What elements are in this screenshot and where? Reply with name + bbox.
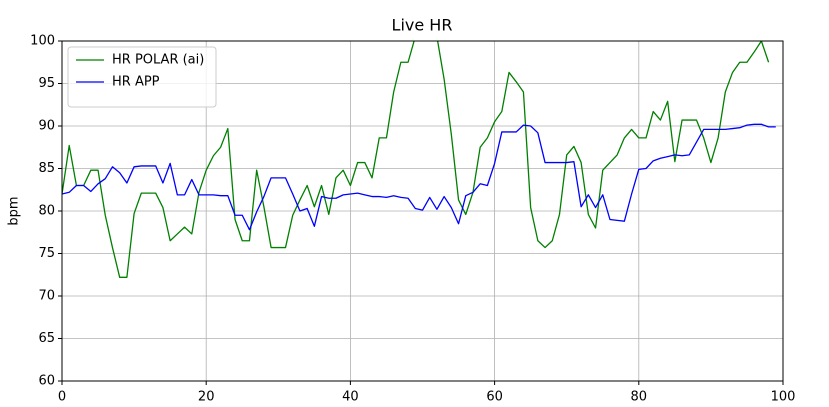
y-tick-label: 75	[38, 246, 55, 261]
ticks: 0 20 40 60 80 100 60 65 70 75 80 85 90 95 100	[30, 34, 795, 405]
x-tick-label: 80	[631, 390, 648, 405]
y-tick-label: 95	[38, 76, 55, 91]
data-line	[62, 41, 770, 278]
legend: HR POLAR (ai) HR APP	[67, 46, 217, 108]
x-tick-label: 0	[58, 390, 66, 405]
y-axis-label: bpm	[7, 196, 22, 225]
chart-title: Live HR	[392, 16, 453, 35]
x-tick-label: 20	[198, 390, 215, 405]
legend-label: HR APP	[112, 75, 160, 90]
y-tick-label: 85	[38, 161, 55, 176]
y-tick-label: 90	[38, 119, 55, 134]
data-line	[62, 123, 776, 231]
legend-label: HR POLAR (ai)	[112, 53, 204, 68]
x-tick-label: 100	[771, 390, 796, 405]
y-tick-label: 80	[38, 204, 55, 219]
plot-area	[62, 41, 776, 278]
y-tick-label: 100	[30, 34, 55, 49]
legend-box	[67, 46, 217, 108]
x-tick-label: 60	[486, 390, 503, 405]
y-tick-label: 70	[38, 289, 55, 304]
y-tick-label: 60	[38, 374, 55, 389]
y-tick-label: 65	[38, 331, 55, 346]
x-tick-label: 40	[342, 390, 359, 405]
